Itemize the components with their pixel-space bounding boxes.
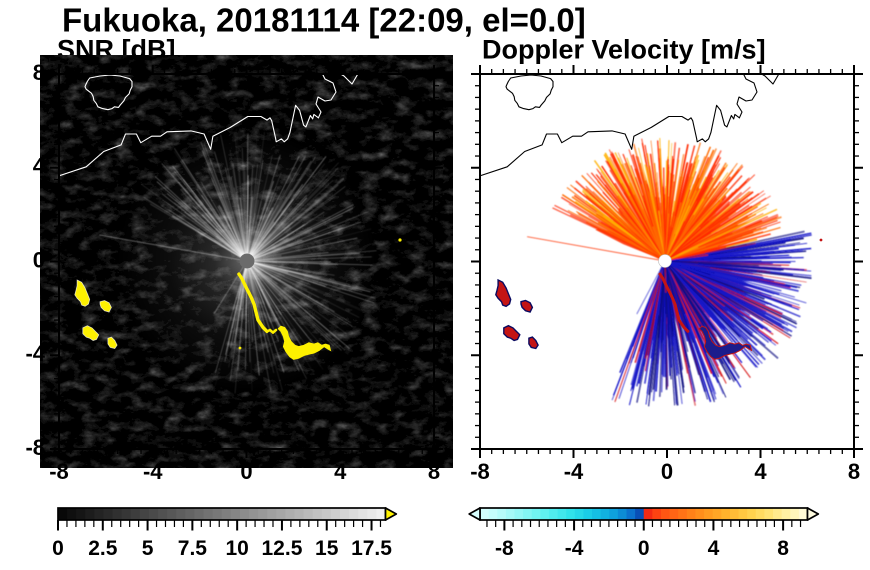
svg-text:12.5: 12.5 (262, 537, 303, 560)
svg-text:7.5: 7.5 (178, 537, 208, 560)
svg-text:5: 5 (142, 537, 154, 560)
svg-text:-8: -8 (470, 459, 490, 484)
svg-text:SNR [dB]: SNR [dB] (57, 35, 175, 65)
svg-text:0: 0 (33, 247, 45, 272)
svg-text:8: 8 (33, 60, 45, 85)
svg-text:4: 4 (708, 537, 720, 560)
svg-text:-4: -4 (143, 459, 163, 484)
svg-text:0: 0 (638, 537, 650, 560)
svg-text:8: 8 (848, 459, 860, 484)
svg-text:4: 4 (33, 154, 46, 179)
svg-text:10: 10 (225, 537, 248, 560)
svg-text:2.5: 2.5 (88, 537, 118, 560)
svg-text:4: 4 (754, 459, 767, 484)
svg-text:8: 8 (777, 537, 789, 560)
svg-text:8: 8 (428, 459, 440, 484)
svg-text:-4: -4 (564, 459, 584, 484)
svg-text:Fukuoka, 20181114 [22:09, el=0: Fukuoka, 20181114 [22:09, el=0.0] (62, 2, 586, 39)
svg-text:0: 0 (52, 537, 64, 560)
svg-text:-4: -4 (565, 537, 584, 560)
svg-text:17.5: 17.5 (351, 537, 392, 560)
svg-text:4: 4 (334, 459, 347, 484)
svg-text:0: 0 (661, 459, 673, 484)
svg-text:-4: -4 (25, 341, 45, 366)
svg-text:-8: -8 (49, 459, 69, 484)
svg-text:-8: -8 (495, 537, 514, 560)
svg-text:0: 0 (240, 459, 252, 484)
svg-text:-8: -8 (25, 435, 45, 460)
svg-text:15: 15 (315, 537, 339, 560)
svg-text:Doppler Velocity [m/s]: Doppler Velocity [m/s] (482, 35, 766, 65)
